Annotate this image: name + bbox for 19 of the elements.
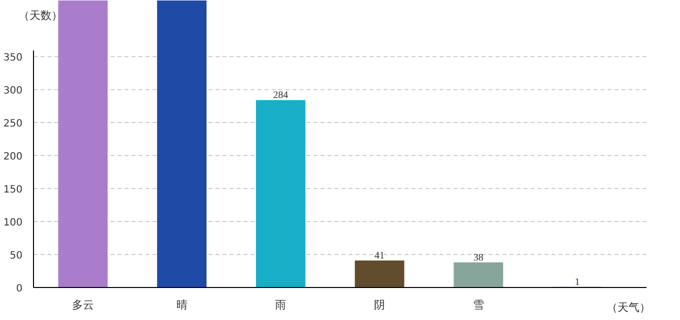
x-axis-title: （天气） <box>606 301 650 314</box>
x-tick-label: 阴 <box>374 298 386 312</box>
y-tick-label: 0 <box>16 284 23 294</box>
y-tick-label: 250 <box>3 118 23 130</box>
data-label: 38 <box>473 252 484 264</box>
y-tick-label: 150 <box>3 184 23 196</box>
y-tick-label: 300 <box>3 86 23 97</box>
data-label: 284 <box>273 90 288 102</box>
x-tick-label: 雪 <box>472 298 484 312</box>
y-tick-label: 350 <box>3 52 23 64</box>
y-tick-label: 50 <box>10 250 23 262</box>
data-label: 1 <box>574 276 580 288</box>
data-label: 41 <box>374 250 385 262</box>
x-tick-label: 晴 <box>176 298 188 312</box>
y-tick-label: 200 <box>3 152 23 163</box>
y-axis-title: （天数） <box>18 9 62 22</box>
x-tick-label: 多云 <box>72 298 94 312</box>
y-tick-label: 100 <box>3 218 23 229</box>
x-tick-label: 雨 <box>275 298 286 312</box>
